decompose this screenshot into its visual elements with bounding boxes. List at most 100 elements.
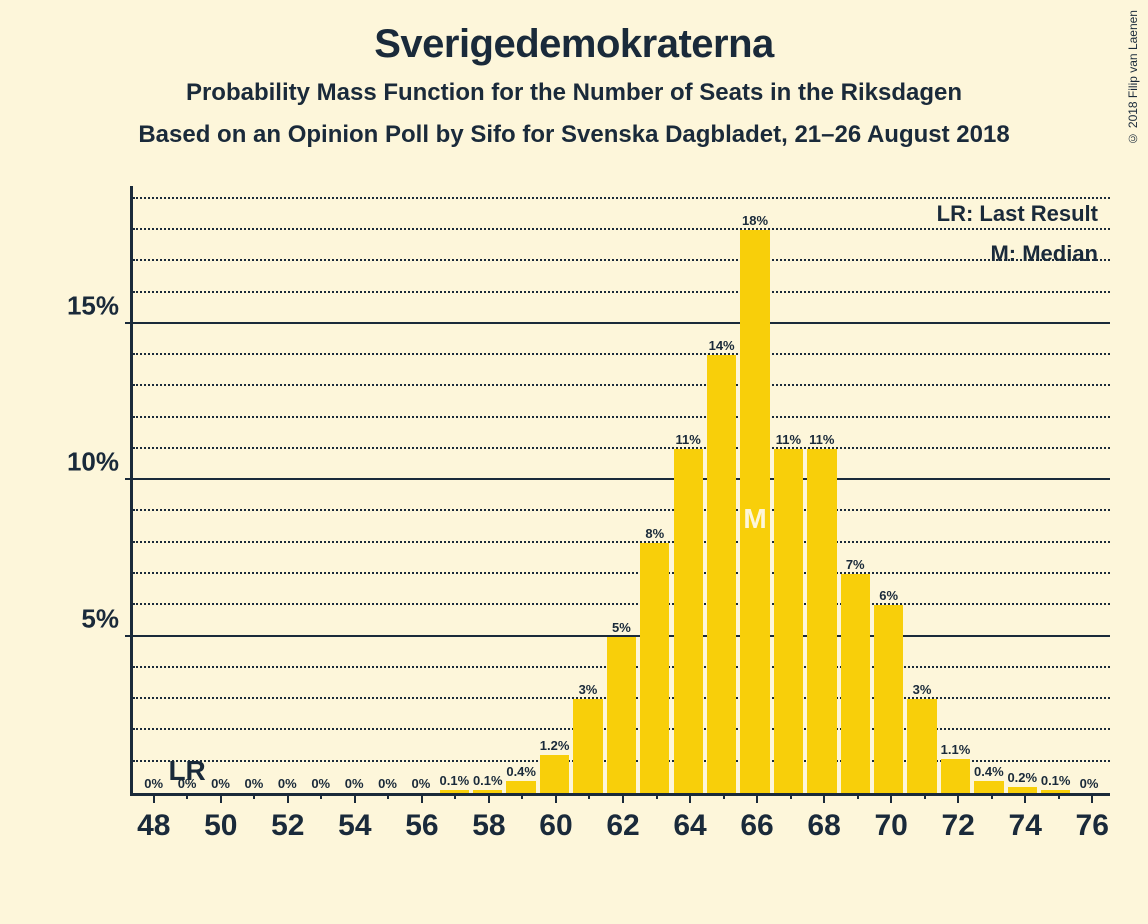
x-tick-major bbox=[957, 793, 959, 803]
x-tick-minor bbox=[857, 793, 859, 799]
bar-value-label: 14% bbox=[709, 338, 735, 353]
x-tick-major bbox=[354, 793, 356, 803]
bar-value-label: 0% bbox=[278, 776, 297, 791]
bar-value-label: 0.1% bbox=[440, 773, 470, 788]
bars-container: 0%0%LR0%0%0%0%0%0%0%0.1%0.1%0.4%1.2%3%5%… bbox=[133, 186, 1110, 793]
x-tick-minor bbox=[1058, 793, 1060, 799]
bar-value-label: 11% bbox=[676, 432, 701, 447]
bar-slot: 0% bbox=[271, 186, 304, 793]
x-tick-minor bbox=[924, 793, 926, 799]
bar-value-label: 0% bbox=[178, 776, 197, 791]
bar-slot: 3% bbox=[905, 186, 938, 793]
bar-value-label: 0% bbox=[245, 776, 264, 791]
x-axis-label: 54 bbox=[338, 809, 371, 843]
x-axis-label: 56 bbox=[405, 809, 438, 843]
bar-value-label: 5% bbox=[612, 620, 631, 635]
bar-slot: 14% bbox=[705, 186, 738, 793]
bar-slot: 18%M bbox=[738, 186, 771, 793]
bar bbox=[807, 449, 836, 793]
x-tick-minor bbox=[588, 793, 590, 799]
bar-value-label: 7% bbox=[846, 557, 865, 572]
x-tick-minor bbox=[521, 793, 523, 799]
bar-value-label: 1.1% bbox=[941, 742, 971, 757]
bar-value-label: 8% bbox=[645, 526, 664, 541]
x-tick-major bbox=[622, 793, 624, 803]
copyright-text: © 2018 Filip van Laenen bbox=[1126, 10, 1140, 145]
x-axis-label: 72 bbox=[941, 809, 974, 843]
bar-value-label: 11% bbox=[776, 432, 801, 447]
x-tick-major bbox=[488, 793, 490, 803]
bar bbox=[740, 230, 769, 793]
bar-slot: 1.1% bbox=[939, 186, 972, 793]
x-tick-major bbox=[756, 793, 758, 803]
bar-slot: 11% bbox=[772, 186, 805, 793]
x-tick-minor bbox=[387, 793, 389, 799]
bar bbox=[774, 449, 803, 793]
bar-slot: 0%LR bbox=[170, 186, 203, 793]
x-axis: 485052545658606264666870727476 bbox=[133, 793, 1110, 853]
x-tick-major bbox=[153, 793, 155, 803]
bar-slot: 1.2% bbox=[538, 186, 571, 793]
bar-slot: 8% bbox=[638, 186, 671, 793]
subtitle-1: Probability Mass Function for the Number… bbox=[0, 79, 1148, 107]
bar-value-label: 0% bbox=[345, 776, 364, 791]
bar bbox=[640, 543, 669, 793]
subtitle-2: Based on an Opinion Poll by Sifo for Sve… bbox=[0, 121, 1148, 149]
bar bbox=[907, 699, 936, 793]
bar-slot: 0.1% bbox=[1039, 186, 1072, 793]
x-tick-major bbox=[421, 793, 423, 803]
x-tick-major bbox=[287, 793, 289, 803]
bar-slot: 0% bbox=[371, 186, 404, 793]
bar-value-label: 0% bbox=[1080, 776, 1099, 791]
y-axis-label: 5% bbox=[81, 603, 119, 634]
bar-value-label: 0% bbox=[378, 776, 397, 791]
bar-slot: 6% bbox=[872, 186, 905, 793]
bar-value-label: 3% bbox=[579, 682, 598, 697]
bar-value-label: 0.1% bbox=[1041, 773, 1071, 788]
bar-slot: 0% bbox=[337, 186, 370, 793]
bar-value-label: 0% bbox=[311, 776, 330, 791]
x-axis-label: 52 bbox=[271, 809, 304, 843]
x-tick-minor bbox=[320, 793, 322, 799]
x-axis-label: 62 bbox=[606, 809, 639, 843]
bar-value-label: 0.4% bbox=[974, 764, 1004, 779]
bar bbox=[674, 449, 703, 793]
x-tick-major bbox=[1024, 793, 1026, 803]
x-tick-major bbox=[890, 793, 892, 803]
bar bbox=[841, 574, 870, 793]
plot-area: LR: Last Result M: Median 5%10%15% 0%0%L… bbox=[130, 186, 1110, 796]
bar bbox=[974, 781, 1003, 794]
bar-value-label: 18% bbox=[742, 213, 768, 228]
bar-value-label: 3% bbox=[913, 682, 932, 697]
bar bbox=[506, 781, 535, 794]
x-axis-label: 50 bbox=[204, 809, 237, 843]
bar-slot: 7% bbox=[839, 186, 872, 793]
bar-value-label: 0% bbox=[412, 776, 431, 791]
x-axis-label: 66 bbox=[740, 809, 773, 843]
bar-slot: 3% bbox=[571, 186, 604, 793]
x-axis-label: 60 bbox=[539, 809, 572, 843]
bar-slot: 0.4% bbox=[972, 186, 1005, 793]
bar-slot: 0% bbox=[204, 186, 237, 793]
y-axis-label: 15% bbox=[67, 290, 119, 321]
x-tick-minor bbox=[991, 793, 993, 799]
bar-slot: 0% bbox=[237, 186, 270, 793]
x-axis-label: 70 bbox=[874, 809, 907, 843]
x-tick-major bbox=[1091, 793, 1093, 803]
bar-slot: 0% bbox=[304, 186, 337, 793]
bar bbox=[941, 759, 970, 793]
bar-slot: 0% bbox=[404, 186, 437, 793]
bar-value-label: 0.1% bbox=[473, 773, 503, 788]
bar-value-label: 1.2% bbox=[540, 738, 570, 753]
x-tick-minor bbox=[656, 793, 658, 799]
bar-slot: 5% bbox=[605, 186, 638, 793]
x-tick-major bbox=[555, 793, 557, 803]
bar bbox=[874, 605, 903, 793]
bar-value-label: 0% bbox=[144, 776, 163, 791]
bar-slot: 0.4% bbox=[504, 186, 537, 793]
x-tick-minor bbox=[723, 793, 725, 799]
bar bbox=[607, 637, 636, 793]
chart: LR: Last Result M: Median 5%10%15% 0%0%L… bbox=[60, 186, 1110, 866]
bar-value-label: 0% bbox=[211, 776, 230, 791]
bar bbox=[707, 355, 736, 793]
